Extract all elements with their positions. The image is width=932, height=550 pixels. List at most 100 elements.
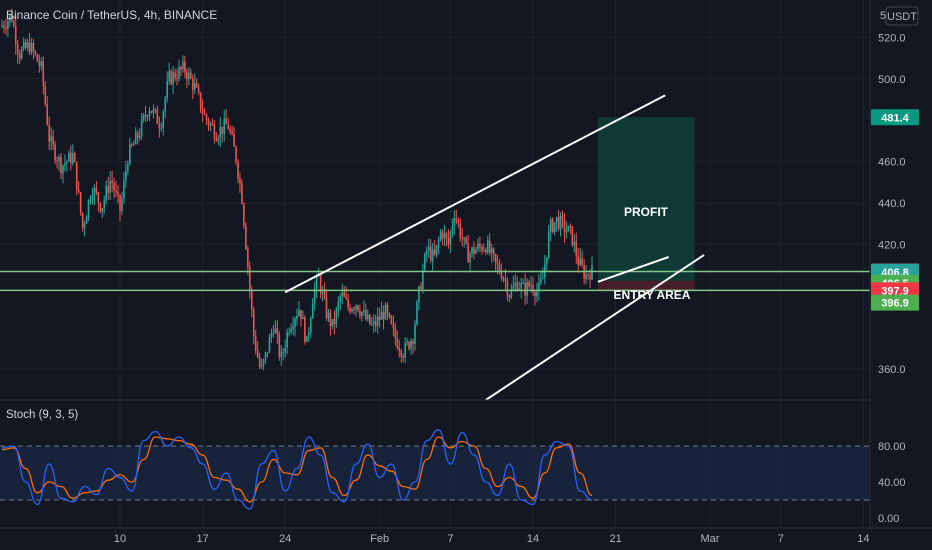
candle-body bbox=[351, 309, 353, 312]
candle-body bbox=[547, 231, 550, 258]
candle-body bbox=[394, 327, 397, 339]
candle-body bbox=[164, 98, 167, 112]
candle-body bbox=[134, 132, 137, 144]
candle-body bbox=[579, 258, 581, 266]
candle-body bbox=[504, 278, 507, 282]
candle-body bbox=[211, 123, 214, 126]
candle-body bbox=[227, 124, 229, 130]
candle-body bbox=[555, 216, 558, 223]
candle-body bbox=[492, 248, 495, 255]
candle-body bbox=[526, 282, 528, 296]
candle-body bbox=[97, 192, 100, 203]
candle-body bbox=[28, 42, 31, 53]
candle-body bbox=[502, 278, 505, 280]
candle-body bbox=[589, 275, 591, 280]
candle-body bbox=[16, 44, 19, 54]
candle-body bbox=[140, 119, 143, 136]
candle-body bbox=[176, 78, 178, 80]
stochastic-pane bbox=[0, 429, 870, 510]
candle-body bbox=[508, 295, 511, 298]
candle-body bbox=[296, 315, 298, 320]
trend-lines[interactable] bbox=[284, 94, 705, 401]
candle-body bbox=[60, 156, 62, 174]
chart-title[interactable]: Binance Coin / TetherUS, 4h, BINANCE bbox=[6, 8, 217, 22]
currency-button[interactable] bbox=[885, 6, 919, 26]
candle-body bbox=[34, 51, 37, 55]
candle-body bbox=[272, 332, 275, 334]
stochastic-k-line bbox=[1, 429, 593, 510]
candle-body bbox=[331, 319, 334, 327]
candle-body bbox=[7, 21, 9, 29]
candle-body bbox=[378, 316, 381, 320]
candle-body bbox=[170, 71, 172, 85]
candle-body bbox=[315, 276, 318, 290]
candle-body bbox=[424, 254, 426, 271]
candle-body bbox=[54, 144, 56, 161]
candle-body bbox=[215, 138, 218, 141]
time-tick-label: 21 bbox=[609, 533, 621, 545]
stochastic-tick-label: 0.00 bbox=[878, 513, 899, 525]
candle-body bbox=[79, 192, 82, 213]
candle-body bbox=[219, 126, 222, 138]
candle-body bbox=[414, 324, 416, 344]
candle-body bbox=[66, 161, 68, 164]
candle-body bbox=[205, 114, 208, 120]
candle-body bbox=[298, 309, 300, 316]
candle-body bbox=[368, 314, 371, 325]
candle-body bbox=[278, 334, 281, 357]
candle-body bbox=[292, 326, 294, 329]
candle-body bbox=[117, 191, 119, 195]
candle-body bbox=[398, 347, 401, 351]
candle-body bbox=[569, 225, 572, 227]
long-position-tool[interactable] bbox=[597, 117, 695, 291]
candle-body bbox=[50, 136, 52, 142]
candle-body bbox=[258, 357, 261, 367]
candle-body bbox=[62, 165, 64, 174]
time-tick-label: 24 bbox=[279, 533, 291, 545]
candle-body bbox=[390, 316, 393, 324]
price-grid bbox=[0, 0, 870, 528]
candle-body bbox=[453, 218, 456, 226]
candle-body bbox=[11, 15, 13, 21]
candle-body bbox=[485, 249, 487, 253]
candle-body bbox=[247, 248, 249, 267]
candle-body bbox=[309, 318, 312, 333]
candle-body bbox=[280, 352, 283, 357]
candle-body bbox=[5, 27, 7, 29]
candle-body bbox=[571, 226, 574, 246]
candle-body bbox=[339, 296, 342, 302]
candle-body bbox=[406, 341, 408, 343]
candle-body bbox=[343, 292, 345, 297]
candle-body bbox=[306, 335, 308, 342]
candle-body bbox=[311, 303, 314, 319]
candle-body bbox=[327, 312, 330, 319]
candle-body bbox=[262, 359, 265, 366]
candle-body bbox=[190, 72, 192, 79]
position-profit-zone bbox=[597, 117, 695, 281]
horizontal-levels[interactable] bbox=[0, 270, 870, 292]
price-axis-ticks: 520.0 500.0 460.0 440.0 420.0 360.0 bbox=[878, 32, 906, 376]
candle-body bbox=[52, 136, 54, 145]
candle-body bbox=[225, 118, 227, 125]
candle-body bbox=[447, 237, 450, 245]
candle-body bbox=[188, 72, 190, 80]
time-tick-label: 14 bbox=[857, 533, 869, 545]
candle-body bbox=[439, 232, 442, 241]
candle-body bbox=[127, 164, 129, 171]
stochastic-label[interactable]: Stoch (9, 3, 5) bbox=[6, 409, 78, 421]
candle-body bbox=[370, 323, 373, 325]
price-tick-label: 500.0 bbox=[878, 74, 906, 86]
candle-body bbox=[131, 144, 133, 146]
candle-body bbox=[91, 195, 94, 200]
candle-body bbox=[284, 347, 286, 352]
candle-body bbox=[427, 246, 430, 251]
candle-body bbox=[75, 162, 78, 190]
candle-body bbox=[380, 311, 383, 320]
candle-body bbox=[138, 135, 141, 138]
candle-body bbox=[241, 183, 243, 204]
candle-body bbox=[512, 285, 515, 289]
currency-button-label: USDT bbox=[887, 11, 917, 23]
candle-body bbox=[534, 292, 536, 297]
price-badge bbox=[871, 294, 919, 311]
candle-body bbox=[70, 152, 72, 164]
